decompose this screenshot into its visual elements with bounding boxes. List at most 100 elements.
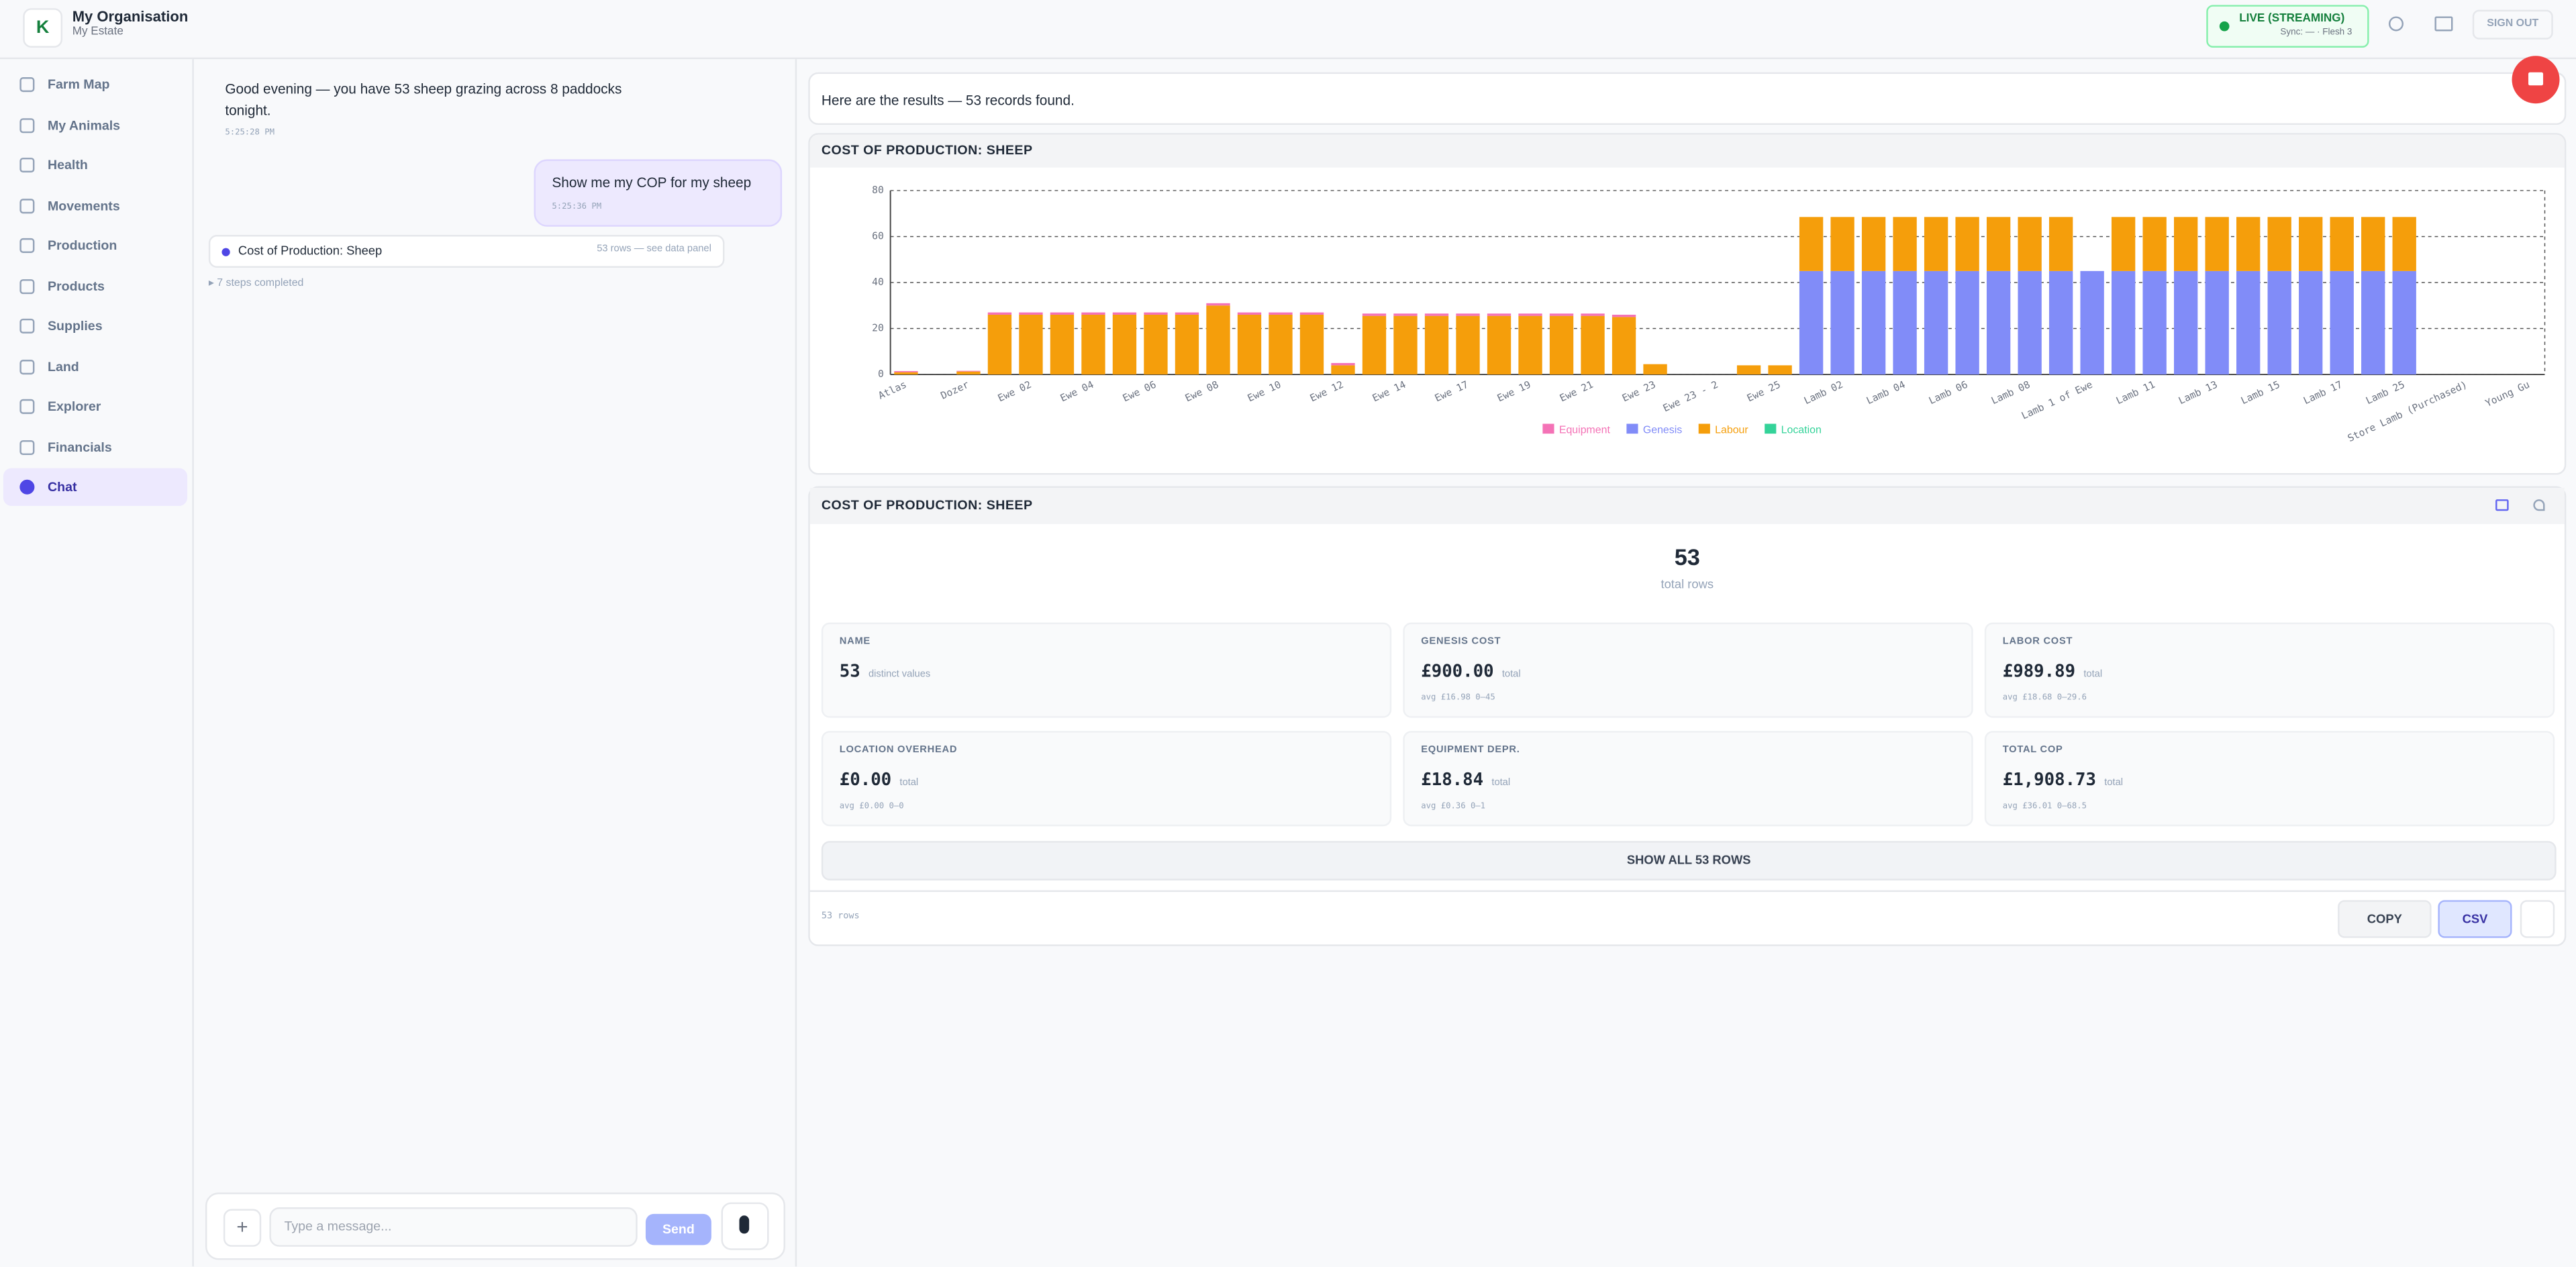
- tool-card[interactable]: Cost of Production: Sheep 53 rows — see …: [208, 235, 725, 268]
- x-tick-label: Ewe 23 - 2: [1661, 379, 1720, 415]
- mic-icon: [739, 1215, 750, 1234]
- bar-segment: [1518, 315, 1542, 375]
- nav-item[interactable]: Chat: [3, 468, 188, 506]
- total-label: total rows: [1661, 576, 1714, 592]
- docs-button[interactable]: [2434, 16, 2453, 32]
- stat-label: NAME: [839, 637, 871, 648]
- bar-segment: [1362, 313, 1387, 316]
- bar-segment: [1861, 270, 1886, 375]
- bar-segment: [1612, 314, 1636, 317]
- mic-button[interactable]: [721, 1202, 769, 1250]
- bar-segment: [1830, 217, 1854, 271]
- x-tick-label: Ewe 23: [1620, 379, 1657, 405]
- attach-button[interactable]: +: [223, 1209, 262, 1247]
- nav-label: Farm Map: [47, 77, 110, 93]
- bar-segment: [1799, 270, 1824, 375]
- x-tick-label: Ewe 17: [1433, 379, 1470, 405]
- nav-item[interactable]: Explorer: [3, 388, 187, 425]
- bar-segment: [1861, 217, 1886, 271]
- x-tick-label: Lamb 15: [2239, 379, 2281, 407]
- stat-number: £989.89: [2002, 662, 2076, 682]
- stat-value: £0.00 total: [840, 770, 918, 790]
- x-tick-label: Ewe 14: [1371, 379, 1407, 405]
- bar-segment: [1362, 315, 1387, 375]
- nav-item[interactable]: Movements: [3, 187, 187, 224]
- bar-segment: [1518, 313, 1542, 316]
- bar-segment: [1269, 312, 1293, 315]
- bar-segment: [1581, 315, 1605, 375]
- estate-name: My Estate: [72, 26, 123, 38]
- bar-segment: [2267, 217, 2291, 271]
- stat-value: £18.84 total: [1421, 770, 1510, 790]
- bar-segment: [1081, 312, 1105, 315]
- csv-button[interactable]: CSV: [2438, 900, 2512, 938]
- stat-detail: avg £16.98 0–45: [1421, 693, 1495, 703]
- bar-segment: [2392, 270, 2416, 375]
- composer: + Type a message... Send: [205, 1193, 786, 1260]
- bar-segment: [1050, 312, 1075, 315]
- stat-value: £900.00 total: [1421, 662, 1520, 681]
- stat-card: EQUIPMENT DEPR. £18.84 total avg £0.36 0–1: [1403, 731, 1973, 827]
- bar-segment: [1456, 315, 1480, 375]
- bar-segment: [2392, 217, 2416, 271]
- stat-card: LOCATION OVERHEAD £0.00 total avg £0.00 0–0: [821, 731, 1392, 827]
- bar-segment: [2330, 217, 2354, 271]
- message-input[interactable]: Type a message...: [269, 1207, 638, 1247]
- show-all-button[interactable]: SHOW ALL 53 ROWS: [821, 841, 2557, 880]
- send-button[interactable]: Send: [645, 1213, 711, 1246]
- copy-button[interactable]: COPY: [2338, 900, 2432, 938]
- nav-item[interactable]: Farm Map: [3, 66, 187, 103]
- stat-number: 53: [839, 662, 860, 682]
- bar-segment: [2236, 270, 2261, 375]
- steps-toggle[interactable]: ▸ 7 steps completed: [208, 277, 304, 289]
- stat-unit: total: [2083, 670, 2103, 680]
- bar-segment: [1269, 314, 1293, 375]
- print-button[interactable]: [2520, 900, 2555, 938]
- sign-out[interactable]: SIGN OUT: [2472, 9, 2553, 40]
- bar-segment: [1081, 314, 1105, 375]
- stat-card: LABOR COST £989.89 total avg £18.68 0–29.6: [1984, 622, 2555, 718]
- bar-segment: [2018, 270, 2042, 375]
- bar-segment: [1924, 270, 1948, 375]
- nav-icon: [19, 77, 35, 93]
- view-toggle[interactable]: [2495, 499, 2509, 511]
- x-tick-label: Atlas: [877, 379, 908, 402]
- stat-unit: total: [1491, 778, 1511, 789]
- bar-segment: [2048, 217, 2073, 271]
- bar-segment: [987, 314, 1012, 375]
- stat-value: £1,908.73 total: [2003, 770, 2123, 790]
- stat-unit: total: [899, 778, 919, 789]
- bar-segment: [1736, 365, 1761, 375]
- x-tick-label: Ewe 10: [1246, 379, 1283, 405]
- bar-segment: [1581, 313, 1605, 316]
- nav-item[interactable]: Supplies: [3, 307, 187, 345]
- stat-card: TOTAL COP £1,908.73 total avg £36.01 0–68.5: [1984, 731, 2555, 827]
- bar-segment: [2111, 270, 2136, 375]
- bar-segment: [2236, 217, 2261, 271]
- record-button[interactable]: [2512, 56, 2560, 104]
- theme-toggle[interactable]: [2388, 16, 2404, 32]
- panel-title: COST OF PRODUCTION: SHEEP: [821, 497, 1033, 513]
- x-tick-label: Lamb 25: [2364, 379, 2406, 407]
- stat-detail: avg £36.01 0–68.5: [2002, 801, 2087, 812]
- logo[interactable]: K: [23, 8, 63, 48]
- bar-segment: [1175, 312, 1199, 315]
- bar-segment: [2267, 270, 2291, 375]
- nav-item[interactable]: Financials: [3, 428, 187, 466]
- nav-item[interactable]: Production: [3, 227, 187, 264]
- nav-icon: [19, 278, 35, 293]
- nav-item[interactable]: Products: [3, 267, 187, 305]
- stat-label: GENESIS COST: [1421, 637, 1501, 648]
- stat-number: £18.84: [1421, 770, 1484, 791]
- bar-segment: [1456, 313, 1480, 316]
- stat-value: 53 distinct values: [840, 662, 930, 681]
- pin-button[interactable]: [2533, 499, 2545, 511]
- stat-card: GENESIS COST £900.00 total avg £16.98 0–45: [1403, 622, 1973, 718]
- bar-segment: [1643, 364, 1667, 375]
- nav-icon: [19, 117, 35, 133]
- nav-item[interactable]: My Animals: [3, 106, 187, 144]
- bar-segment: [2361, 270, 2385, 375]
- nav-item[interactable]: Land: [3, 348, 187, 385]
- nav-item[interactable]: Health: [3, 146, 187, 184]
